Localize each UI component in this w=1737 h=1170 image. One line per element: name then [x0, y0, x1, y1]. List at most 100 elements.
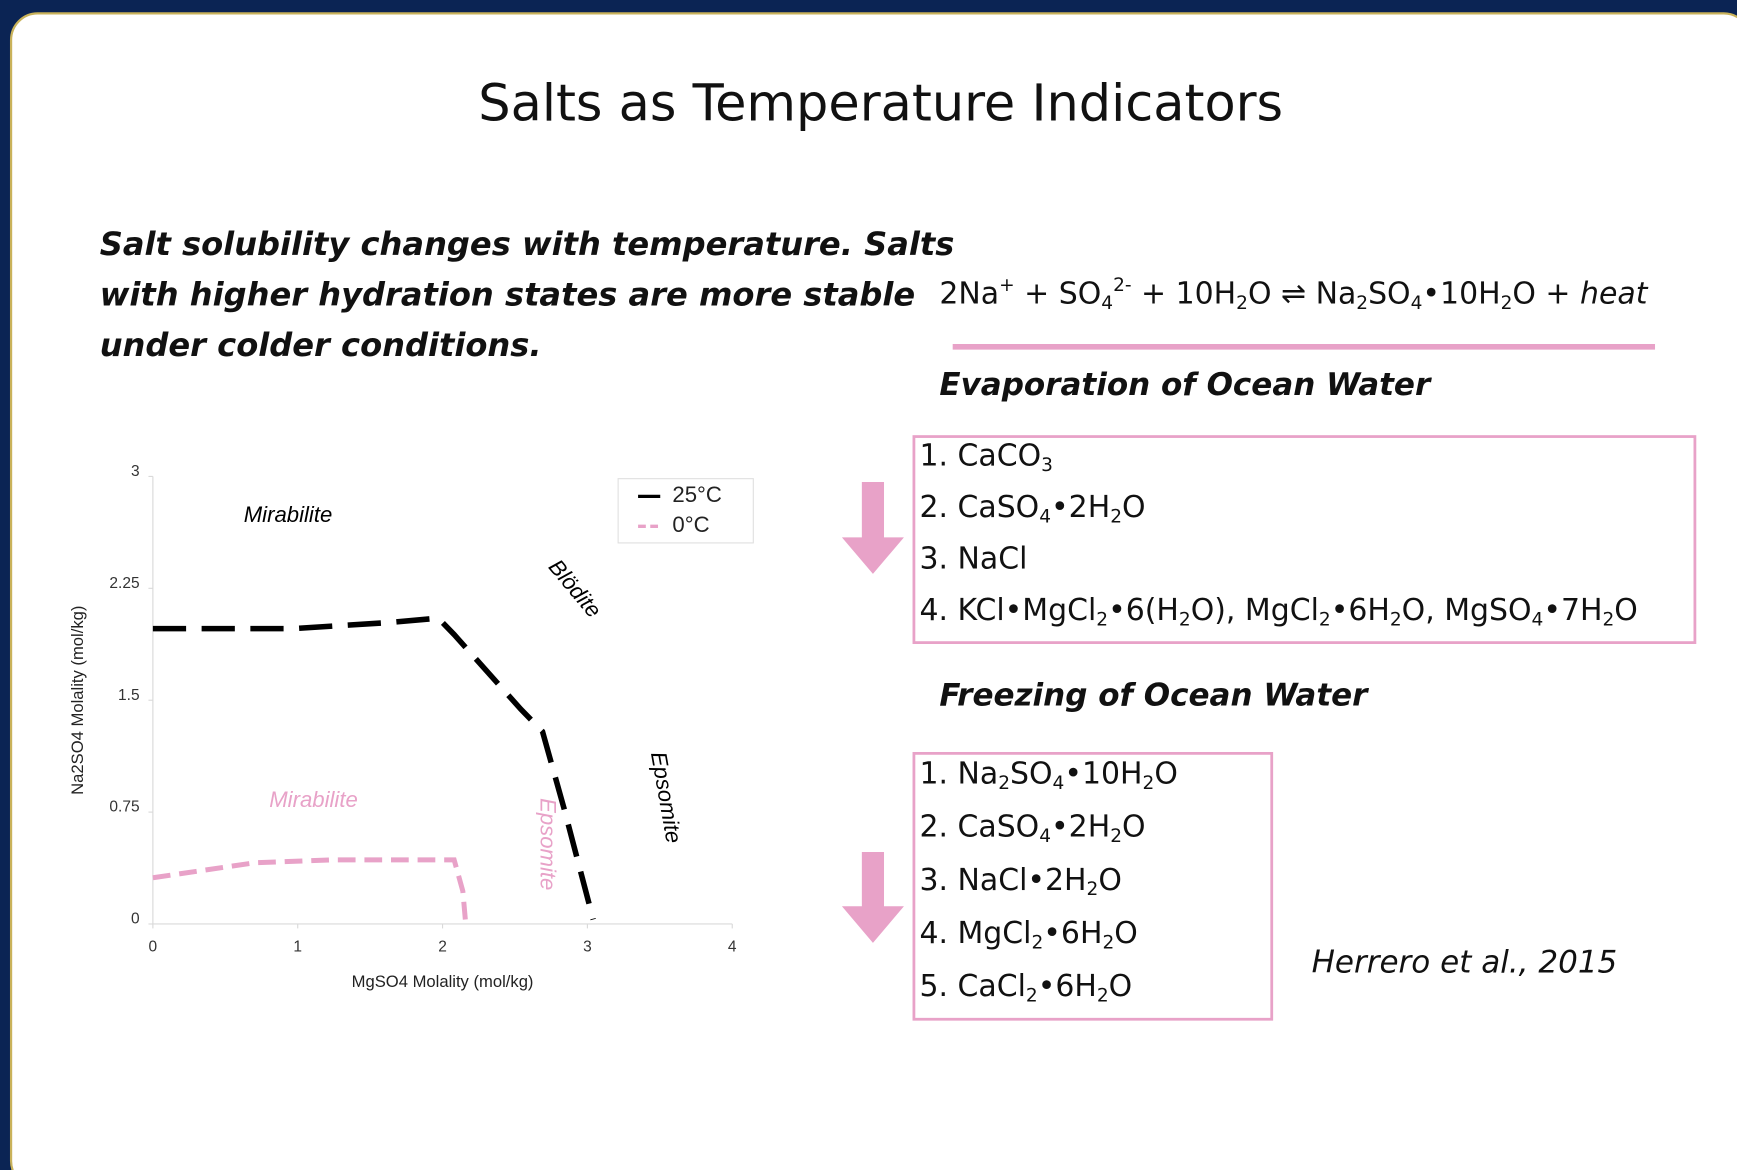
x-tick-label: 3 — [583, 938, 592, 955]
formula-part: 2 — [998, 772, 1010, 793]
formula-part: 2Na — [939, 276, 999, 311]
formula-part: O ⇌ Na — [1248, 276, 1356, 311]
formula-part: 3. NaCl — [919, 541, 1027, 576]
legend-label: 0°C — [672, 512, 709, 537]
formula-part: 4 — [1101, 293, 1113, 314]
slide-title: Salts as Temperature Indicators — [478, 74, 1283, 133]
list-item: 1. CaCO3 — [919, 438, 1052, 475]
list-item: 3. NaCl•2H2O — [919, 862, 1121, 899]
equation: 2Na+ + SO42- + 10H2O ⇌ Na2SO4•10H2O + he… — [939, 275, 1648, 314]
formula-part: 4 — [1039, 825, 1051, 846]
formula-part: 4 — [1053, 772, 1065, 793]
formula-part: 1. CaCO — [919, 438, 1041, 473]
intro-line: under colder conditions. — [100, 326, 542, 364]
formula-part: 2 — [1501, 293, 1513, 314]
arrow-down — [841, 851, 904, 943]
y-tick-label: 3 — [131, 463, 140, 480]
formula-part: 2 — [1102, 932, 1114, 953]
formula-part: SO — [1368, 276, 1411, 311]
formula-part: 4 — [1039, 506, 1051, 527]
formula-part: •6H — [1043, 915, 1102, 950]
formula-part: 2 — [1096, 609, 1108, 630]
x-tick-label: 0 — [149, 938, 158, 955]
intro-line: Salt solubility changes with temperature… — [100, 225, 955, 263]
formula-part: 2 — [1097, 985, 1109, 1006]
formula-part: O + — [1512, 276, 1580, 311]
y-axis-label: Na2SO4 Molality (mol/kg) — [68, 606, 87, 795]
slide-card — [9, 12, 1737, 1170]
chart: 0 0.75 1.5 2.25 3 0 1 2 3 4 MgSO4 Molality (mol/kg… — [68, 463, 754, 991]
evaporation-box — [912, 435, 1697, 644]
formula-part: O — [1109, 969, 1133, 1004]
region-label: Mirabilite — [269, 787, 358, 812]
formula-part: 1. Na — [919, 756, 998, 791]
formula-part: O — [1614, 593, 1638, 628]
intro-line: with higher hydration states are more st… — [100, 275, 916, 313]
series-line — [152, 857, 469, 925]
formula-part: 2 — [1602, 609, 1614, 630]
list-item: 2. CaSO4•2H2O — [919, 490, 1145, 527]
formula-part: 2. CaSO — [919, 490, 1039, 525]
formula-part: heat — [1580, 276, 1649, 311]
formula-part: + SO — [1015, 276, 1102, 311]
x-axis-label: MgSO4 Molality (mol/kg) — [352, 972, 534, 991]
formula-part: •2H — [1051, 809, 1110, 844]
formula-part: O — [1154, 756, 1178, 791]
formula-part: •6(H — [1108, 593, 1179, 628]
formula-part: + — [999, 275, 1015, 296]
list-item: 4. KCl•MgCl2•6(H2O), MgCl2•6H2O, MgSO4•7… — [919, 593, 1637, 630]
formula-part: •10H — [1064, 756, 1142, 791]
formula-part: 2 — [1356, 293, 1368, 314]
list-item: 5. CaCl2•6H2O — [919, 969, 1132, 1006]
list-item: 3. NaCl — [919, 541, 1027, 576]
formula-part: 4 — [1411, 293, 1423, 314]
formula-part: O), MgCl — [1191, 593, 1319, 628]
formula-part: 2. CaSO — [919, 809, 1039, 844]
y-tick-label: 0 — [131, 911, 140, 928]
formula-part: 2 — [1087, 879, 1099, 900]
formula-part: 4. KCl•MgCl — [919, 593, 1096, 628]
formula-part: •2H — [1051, 490, 1110, 525]
citation: Herrero et al., 2015 — [1312, 944, 1618, 980]
formula-part: 2 — [1319, 609, 1331, 630]
freezing-box — [912, 751, 1274, 1021]
formula-part: O — [1098, 862, 1122, 897]
section-heading: Freezing of Ocean Water — [939, 677, 1369, 713]
x-tick-label: 4 — [728, 938, 737, 955]
formula-part: •10H — [1422, 276, 1500, 311]
formula-part: 3 — [1041, 454, 1053, 475]
region-label: Epsomite — [535, 798, 560, 890]
formula-part: O — [1114, 915, 1138, 950]
formula-part: •6H — [1331, 593, 1390, 628]
list-item: 2. CaSO4•2H2O — [919, 809, 1145, 846]
formula-part: 2 — [1110, 506, 1122, 527]
region-label: Mirabilite — [244, 502, 333, 527]
formula-part: 2 — [1026, 985, 1038, 1006]
formula-part: 2 — [1110, 825, 1122, 846]
formula-part: 2 — [1031, 932, 1043, 953]
series-line — [152, 615, 596, 921]
formula-part: •6H — [1038, 969, 1097, 1004]
formula-part: O, MgSO — [1402, 593, 1532, 628]
formula-part: 3. NaCl•2H — [919, 862, 1086, 897]
y-tick-label: 1.5 — [118, 687, 140, 704]
formula-part: •7H — [1543, 593, 1602, 628]
legend-box — [617, 478, 754, 544]
y-tick-label: 2.25 — [109, 575, 139, 592]
formula-part: 2 — [1390, 609, 1402, 630]
formula-part: 2 — [1143, 772, 1155, 793]
list-item: 4. MgCl2•6H2O — [919, 915, 1137, 952]
formula-part: 2 — [1236, 293, 1248, 314]
list-item: 1. Na2SO4•10H2O — [919, 756, 1177, 793]
formula-part: 4 — [1532, 609, 1544, 630]
formula-part: + 10H — [1132, 276, 1237, 311]
formula-part: O — [1122, 809, 1146, 844]
formula-part: SO — [1010, 756, 1053, 791]
formula-part: O — [1122, 490, 1146, 525]
legend-label: 25°C — [672, 482, 721, 507]
x-tick-label: 2 — [438, 938, 447, 955]
y-tick-label: 0.75 — [109, 799, 139, 816]
formula-part: 2 — [1179, 609, 1191, 630]
formula-part: 4. MgCl — [919, 915, 1031, 950]
